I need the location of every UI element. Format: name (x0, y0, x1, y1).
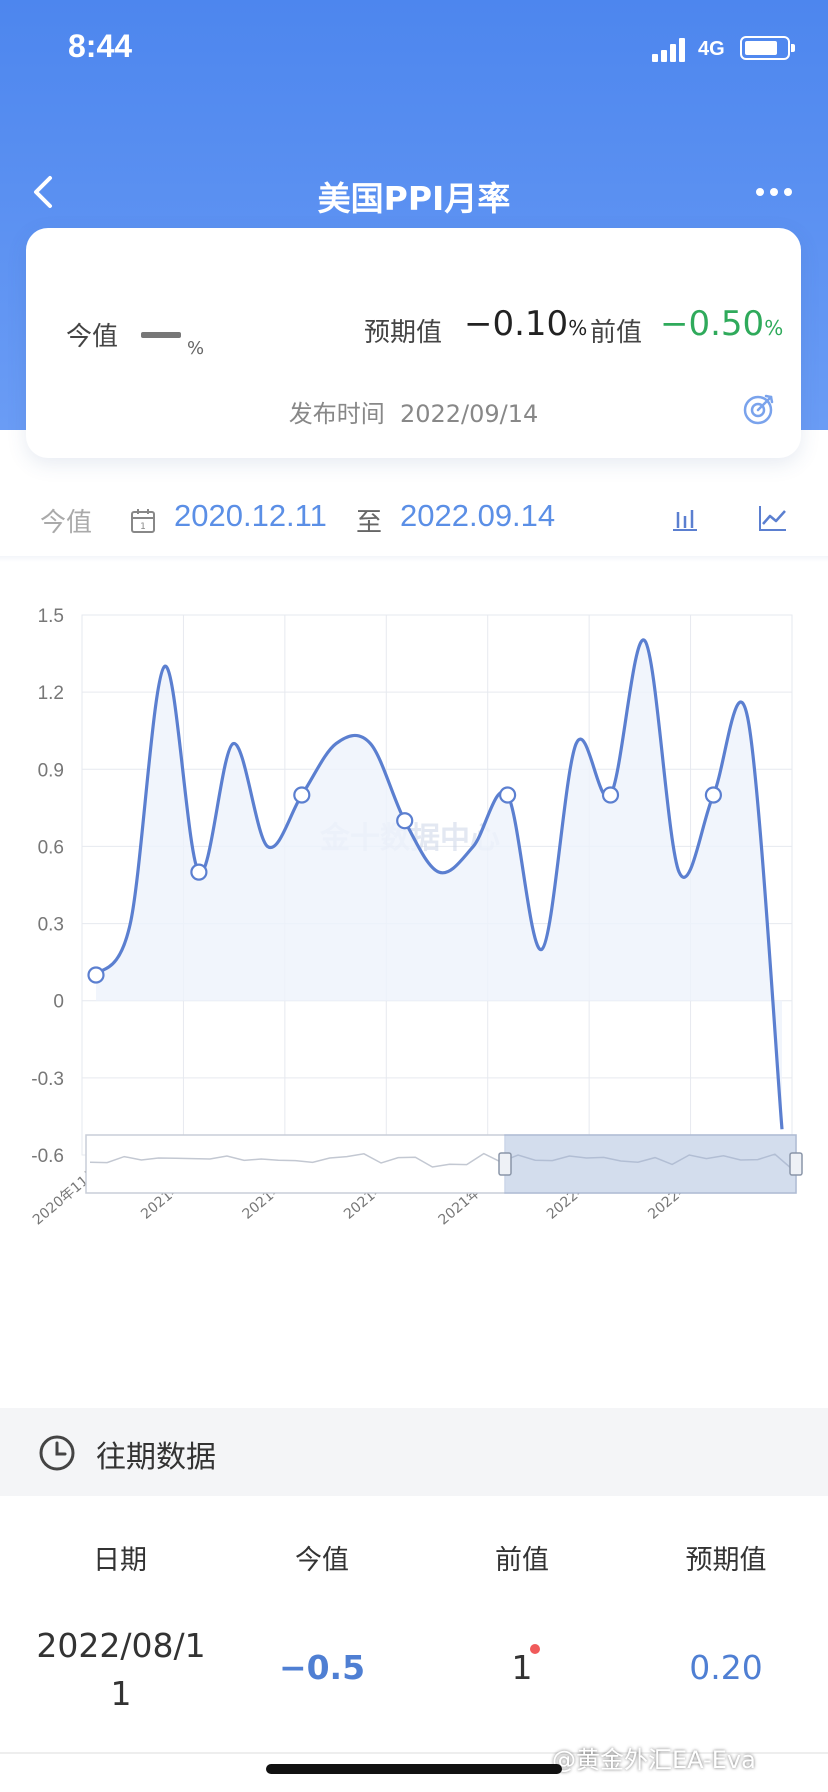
status-bar: 8:44 4G (0, 0, 828, 100)
cellular-signal-icon (652, 36, 688, 62)
page-title: 美国PPI月率 (317, 179, 511, 218)
range-series-label: 今值 (40, 508, 93, 538)
y-tick-label: 0.9 (38, 760, 64, 781)
range-divider (0, 556, 828, 562)
ppi-line-chart: 1.51.20.90.60.30-0.3-0.62020年11月2021年2月2… (30, 606, 803, 1228)
col-date: 日期 (93, 1545, 147, 1576)
col-previous: 前值 (495, 1545, 549, 1576)
navigator-selection (504, 1134, 797, 1194)
y-tick-label: -0.3 (31, 1069, 64, 1090)
history-title: 往期数据 (96, 1440, 216, 1475)
battery-icon (740, 36, 795, 60)
navigator-overview-line (89, 1152, 793, 1170)
y-tick-label: 1.5 (38, 606, 64, 627)
row-previous: 1 (511, 1648, 533, 1687)
actual-label: 今值 (66, 322, 119, 352)
date-range-row: 今值 1 2020.12.11 至 2022.09.14 (0, 490, 828, 550)
history-section-header: 往期数据 (0, 1408, 828, 1496)
y-tick-label: 0 (53, 992, 64, 1013)
bar-chart-icon[interactable] (670, 504, 700, 534)
row-actual: −0.5 (278, 1648, 366, 1687)
row-date: 2022/08/11 (36, 1626, 206, 1713)
summary-card: 今值 % 预期值 −0.10% 前值 −0.50% 发布时间 2022/09/1… (26, 228, 801, 458)
navigator-frame (85, 1134, 797, 1194)
home-indicator[interactable] (266, 1764, 562, 1774)
row-forecast: 0.20 (689, 1648, 763, 1687)
history-table-header: 日期 今值 前值 预期值 (0, 1538, 828, 1582)
more-menu-icon[interactable] (756, 182, 796, 202)
forecast-value: −0.10% (464, 304, 587, 344)
navigator-handle (789, 1152, 803, 1176)
svg-text:1: 1 (140, 522, 146, 532)
range-end-date[interactable]: 2022.09.14 (400, 498, 556, 533)
data-point (704, 786, 723, 804)
actual-unit: % (187, 338, 205, 359)
previous-value: −0.50% (660, 304, 783, 344)
series-area (96, 639, 782, 1130)
forecast-label: 预期值 (364, 318, 443, 348)
publish-date: 2022/09/14 (399, 400, 539, 428)
table-row[interactable]: 2022/08/11 −0.5 1 0.20 (0, 1622, 828, 1722)
previous-label: 前值 (590, 318, 643, 348)
previous-number: −0.50 (660, 304, 765, 344)
publish-label: 发布时间 (288, 400, 385, 428)
calendar-icon[interactable]: 1 (130, 508, 156, 534)
forecast-unit: % (568, 316, 588, 340)
range-start-date[interactable]: 2020.12.11 (174, 498, 327, 533)
source-watermark: @黄金外汇EA-Eva (552, 1746, 756, 1774)
status-time: 8:44 (68, 28, 133, 64)
range-separator: 至 (356, 508, 383, 538)
range-navigator[interactable] (85, 1134, 803, 1194)
line-chart-icon[interactable] (758, 504, 788, 534)
revision-dot (530, 1644, 540, 1654)
target-icon[interactable] (742, 392, 776, 426)
data-point (87, 966, 105, 984)
actual-value-placeholder (141, 332, 181, 338)
navigator-handle (498, 1152, 512, 1176)
data-point (293, 786, 311, 804)
previous-unit: % (764, 316, 784, 340)
y-tick-label: 0.3 (38, 915, 64, 936)
col-actual: 今值 (295, 1545, 349, 1576)
y-tick-label: 0.6 (38, 837, 64, 858)
col-forecast: 预期值 (685, 1545, 767, 1576)
y-tick-label: -0.6 (31, 1146, 64, 1167)
row-divider (0, 1752, 828, 1754)
y-tick-label: 1.2 (38, 683, 64, 704)
publish-time: 发布时间 2022/09/14 (26, 394, 801, 429)
data-point (190, 863, 208, 881)
clock-icon (39, 1435, 75, 1471)
data-point (601, 786, 620, 804)
network-type: 4G (698, 38, 725, 60)
data-point (396, 812, 414, 830)
back-chevron-icon[interactable] (28, 172, 58, 212)
data-point (499, 786, 517, 804)
forecast-number: −0.10 (464, 304, 569, 344)
